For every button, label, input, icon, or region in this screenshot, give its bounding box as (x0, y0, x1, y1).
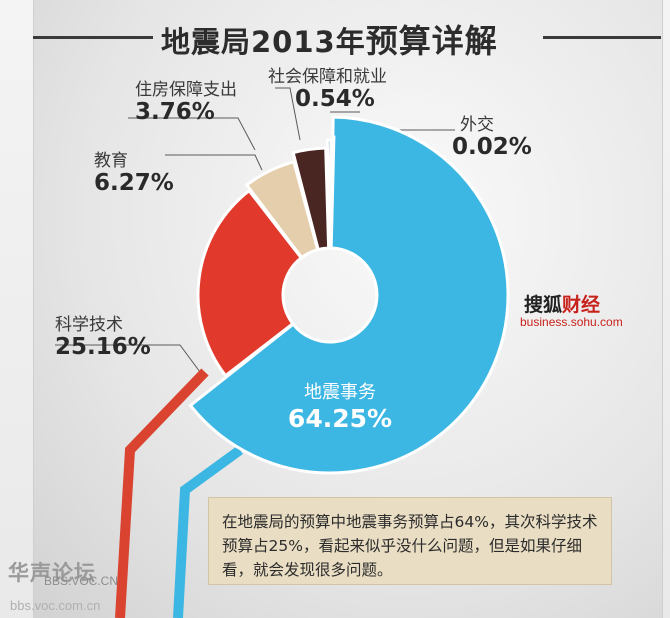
slice-science-technology (196, 188, 304, 378)
science-ribbon (115, 368, 209, 618)
label-science-value: 25.16% (55, 334, 151, 360)
label-seismic-name: 地震事务 (304, 382, 376, 403)
label-education-value: 6.27% (94, 170, 174, 196)
note-text: 在地震局的预算中地震事务预算占64%，其次科学技术预算占25%，看起来似乎没什么… (222, 513, 598, 579)
title-rule-right (543, 36, 661, 39)
label-science: 科学技术 25.16% (55, 310, 151, 360)
label-seismic-value: 64.25% (287, 404, 393, 433)
slice-diplomacy (329, 135, 336, 250)
title-bar: 地震局2013年预算详解 (33, 12, 661, 60)
leader-line-education (165, 154, 263, 171)
title-rule-left (33, 36, 153, 39)
sohu-finance-logo: 搜狐财经 (524, 290, 600, 317)
seismic-ribbon (173, 445, 243, 618)
label-social-security-name: 社会保障和就业 (268, 67, 387, 87)
label-housing-name: 住房保障支出 (135, 80, 237, 100)
chart-title-emphasis: 预算详解 (365, 22, 498, 60)
chart-title: 地震局2013年预算详解 (161, 16, 498, 62)
forum-watermark-name: 华声论坛 (8, 561, 96, 585)
brand-url: business.sohu.com (520, 315, 623, 329)
label-diplomacy-name: 外交 (460, 115, 494, 135)
leader-line-science (55, 344, 201, 373)
label-housing: 住房保障支出 3.76% (135, 75, 237, 125)
note-box (208, 497, 612, 585)
label-education: 教育 6.27% (94, 146, 174, 196)
label-social-security-value: 0.54% (295, 86, 375, 112)
label-social-security: 社会保障和就业 0.54% (268, 62, 387, 112)
label-education-name: 教育 (94, 151, 128, 171)
label-science-name: 科学技术 (55, 315, 123, 335)
leader-line-housing (128, 117, 256, 151)
forum-watermark-latin: BBS.VOC.CN (44, 574, 119, 588)
brand-name-red: 财经 (562, 294, 601, 316)
label-housing-value: 3.76% (135, 99, 215, 125)
slice-seismic-affairs (188, 115, 510, 475)
leader-line-social-security (275, 87, 301, 141)
forum-watermark-url: bbs.voc.com.cn (10, 598, 101, 613)
label-diplomacy-value: 0.02% (452, 134, 532, 160)
label-diplomacy: 外交 0.02% (452, 110, 532, 160)
donut-slices (188, 115, 510, 475)
slice-education (244, 159, 320, 260)
brand-name-black: 搜狐 (524, 294, 563, 316)
chart-title-main: 地震局2013年 (161, 25, 366, 59)
label-seismic: 地震事务 64.25% (285, 378, 395, 433)
